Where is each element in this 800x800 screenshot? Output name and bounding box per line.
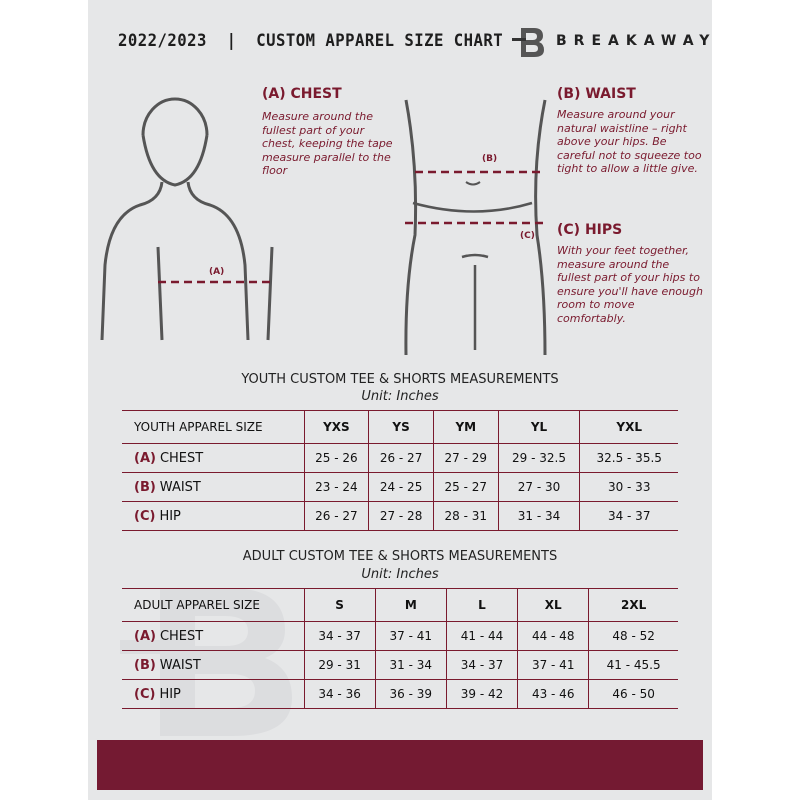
value-cell: 31 - 34: [497, 501, 580, 531]
row-label: (B) WAIST: [122, 650, 304, 680]
table-row: (C) HIP 34 - 36 36 - 39 39 - 42 43 - 46 46 - 5…: [122, 679, 678, 709]
value-cell: 46 - 50: [588, 679, 678, 709]
value-cell: 28 - 31: [432, 501, 499, 531]
upper-body-figure-icon: [100, 97, 274, 341]
header-cell: ADULT APPAREL SIZE: [122, 588, 304, 622]
row-name: WAIST: [159, 657, 201, 673]
row-letter: (B): [134, 479, 156, 495]
row-name: WAIST: [159, 479, 201, 495]
waist-description: Measure around your natural waistline – …: [557, 108, 702, 175]
header-cell: S: [303, 588, 376, 622]
chest-line-label: (A): [209, 267, 225, 277]
value-cell: 27 - 30: [497, 472, 580, 502]
table-header-row: ADULT APPAREL SIZE S M L XL 2XL: [122, 588, 678, 622]
value-cell: 41 - 44: [445, 621, 518, 651]
row-label: (A) CHEST: [122, 621, 304, 651]
table-row: (C) HIP 26 - 27 27 - 28 28 - 31 31 - 34 34 - 3…: [122, 501, 678, 531]
value-cell: 29 - 32.5: [497, 443, 580, 473]
hips-description: With your feet together, measure around …: [557, 244, 703, 325]
header-cell: YXS: [303, 410, 369, 444]
value-cell: 31 - 34: [374, 650, 447, 680]
value-cell: 25 - 27: [432, 472, 499, 502]
hips-heading: (C) HIPS: [557, 222, 623, 238]
value-cell: 39 - 42: [445, 679, 518, 709]
header-cell: YL: [497, 410, 580, 444]
adult-unit: Unit: Inches: [361, 567, 439, 582]
brand-name: BREAKAWAY: [556, 33, 717, 49]
value-cell: 37 - 41: [517, 650, 589, 680]
page-title: 2022/2023 | CUSTOM APPAREL SIZE CHART: [118, 31, 504, 51]
value-cell: 32.5 - 35.5: [579, 443, 678, 473]
waist-line-label: (B): [482, 154, 498, 164]
value-cell: 34 - 36: [303, 679, 376, 709]
value-cell: 26 - 27: [303, 501, 369, 531]
row-name: CHEST: [159, 628, 204, 644]
header-cell: YS: [368, 410, 434, 444]
chest-heading: (A) CHEST: [262, 86, 342, 102]
table-header-row: YOUTH APPAREL SIZE YXS YS YM YL YXL: [122, 410, 678, 444]
row-label: (C) HIP: [122, 679, 304, 709]
youth-unit: Unit: Inches: [361, 389, 439, 404]
header-cell: YM: [432, 410, 499, 444]
value-cell: 36 - 39: [374, 679, 447, 709]
table-row: (A) CHEST 34 - 37 37 - 41 41 - 44 44 - 48 48 -…: [122, 621, 678, 651]
row-name: HIP: [159, 686, 181, 702]
hips-line-label: (C): [520, 231, 535, 241]
waist-heading: (B) WAIST: [557, 86, 636, 102]
header-cell: YOUTH APPAREL SIZE: [122, 410, 304, 444]
row-name: HIP: [159, 508, 181, 524]
value-cell: 27 - 29: [432, 443, 499, 473]
value-cell: 30 - 33: [579, 472, 678, 502]
header-cell: M: [374, 588, 447, 622]
value-cell: 24 - 25: [368, 472, 434, 502]
body-measurement-illustration: [100, 97, 547, 356]
value-cell: 44 - 48: [517, 621, 589, 651]
header-cell: L: [445, 588, 518, 622]
header-cell: 2XL: [588, 588, 678, 622]
row-label: (A) CHEST: [122, 443, 304, 473]
row-name: CHEST: [159, 450, 204, 466]
brand-logo-icon: [512, 28, 544, 57]
adult-table-title: ADULT CUSTOM TEE & SHORTS MEASUREMENTS: [242, 549, 558, 564]
value-cell: 26 - 27: [368, 443, 434, 473]
header-cell: YXL: [579, 410, 678, 444]
row-letter: (A): [134, 450, 156, 466]
lower-body-figure-icon: [404, 99, 547, 356]
row-label: (C) HIP: [122, 501, 304, 531]
row-label: (B) WAIST: [122, 472, 304, 502]
value-cell: 25 - 26: [303, 443, 369, 473]
table-row: (A) CHEST 25 - 26 26 - 27 27 - 29 29 - 32.5 32…: [122, 443, 678, 473]
row-letter: (C): [134, 508, 156, 524]
youth-size-table: YOUTH APPAREL SIZE YXS YS YM YL YXL (A) CHEST 25…: [122, 410, 678, 531]
table-row: (B) WAIST 29 - 31 31 - 34 34 - 37 37 - 41 41 -…: [122, 650, 678, 680]
value-cell: 37 - 41: [374, 621, 447, 651]
row-letter: (B): [134, 657, 156, 673]
value-cell: 43 - 46: [517, 679, 589, 709]
row-letter: (C): [134, 686, 156, 702]
value-cell: 48 - 52: [588, 621, 678, 651]
value-cell: 27 - 28: [368, 501, 434, 531]
value-cell: 34 - 37: [579, 501, 678, 531]
value-cell: 23 - 24: [303, 472, 369, 502]
adult-size-table: ADULT APPAREL SIZE S M L XL 2XL (A) CHEST 34 - 3…: [122, 588, 678, 709]
value-cell: 41 - 45.5: [588, 650, 678, 680]
table-row: (B) WAIST 23 - 24 24 - 25 25 - 27 27 - 30 30 -…: [122, 472, 678, 502]
chest-description: Measure around the fullest part of your …: [262, 110, 393, 177]
youth-table-title: YOUTH CUSTOM TEE & SHORTS MEASUREMENTS: [241, 372, 559, 387]
footer-bar: [97, 740, 703, 790]
value-cell: 29 - 31: [303, 650, 376, 680]
row-letter: (A): [134, 628, 156, 644]
header-cell: XL: [517, 588, 589, 622]
value-cell: 34 - 37: [445, 650, 518, 680]
value-cell: 34 - 37: [303, 621, 376, 651]
